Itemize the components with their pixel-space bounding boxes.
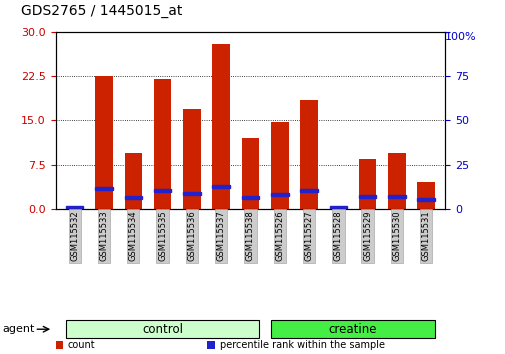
Bar: [124, 153, 142, 209]
Bar: [66, 206, 83, 209]
Text: GSM115528: GSM115528: [333, 211, 342, 261]
Bar: [154, 189, 171, 192]
Bar: [387, 195, 405, 198]
Bar: [358, 159, 376, 209]
Text: GSM115535: GSM115535: [158, 211, 167, 261]
Bar: [124, 196, 142, 199]
Text: percentile rank within the sample: percentile rank within the sample: [219, 340, 384, 350]
Bar: [329, 206, 346, 209]
Text: GSM115526: GSM115526: [275, 211, 284, 261]
Bar: [299, 100, 317, 209]
Text: count: count: [68, 340, 95, 350]
Text: GSM115533: GSM115533: [99, 211, 108, 261]
Bar: [95, 76, 113, 209]
Text: GSM115538: GSM115538: [245, 211, 255, 261]
Bar: [271, 121, 288, 209]
Bar: [212, 185, 229, 188]
Bar: [183, 109, 200, 209]
Text: agent: agent: [3, 324, 35, 334]
Bar: [212, 44, 229, 209]
Text: GSM115532: GSM115532: [70, 211, 79, 261]
Bar: [358, 195, 376, 198]
Bar: [417, 198, 434, 201]
Text: GSM115530: GSM115530: [392, 211, 400, 261]
Text: GSM115536: GSM115536: [187, 211, 196, 261]
Bar: [387, 153, 405, 209]
Text: GSM115527: GSM115527: [304, 211, 313, 261]
Text: control: control: [142, 323, 183, 336]
Bar: [299, 189, 317, 192]
Text: creatine: creatine: [328, 323, 377, 336]
Bar: [417, 182, 434, 209]
Bar: [241, 196, 259, 199]
Bar: [329, 206, 346, 209]
Text: GSM115537: GSM115537: [216, 211, 225, 261]
Text: 100%: 100%: [444, 32, 476, 42]
Bar: [66, 207, 83, 209]
Text: GSM115531: GSM115531: [421, 211, 430, 261]
Bar: [95, 187, 113, 190]
Bar: [154, 79, 171, 209]
Bar: [241, 138, 259, 209]
Text: GSM115529: GSM115529: [363, 211, 371, 261]
Bar: [271, 193, 288, 196]
Text: GDS2765 / 1445015_at: GDS2765 / 1445015_at: [21, 4, 182, 18]
Text: GSM115534: GSM115534: [129, 211, 137, 261]
Bar: [183, 192, 200, 195]
